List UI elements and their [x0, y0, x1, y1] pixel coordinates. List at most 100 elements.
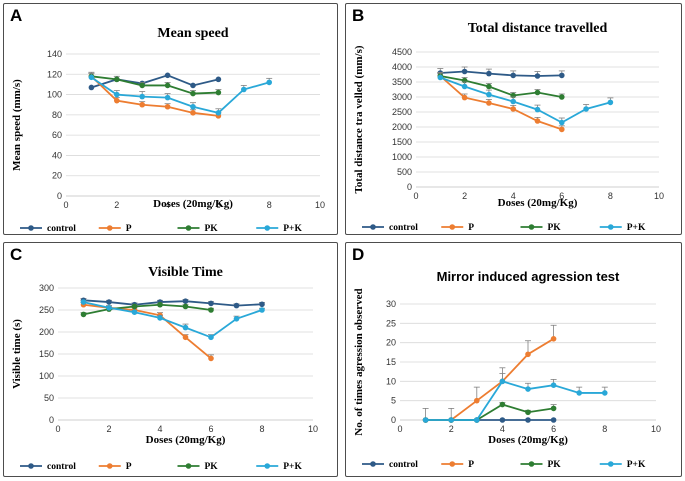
legend-item-pk: PK [520, 460, 561, 470]
data-point-pplusk [607, 99, 614, 106]
series-line-p [90, 75, 219, 117]
legend-swatch-marker [185, 463, 192, 469]
data-point-pk [550, 405, 557, 412]
data-point-control [486, 70, 492, 77]
y-tick-label: 25 [386, 318, 396, 328]
legend-item-pplusk: P+K [256, 224, 302, 234]
data-point-pk [139, 82, 145, 89]
x-tick-label: 2 [106, 424, 111, 434]
y-tick-label: 40 [52, 150, 62, 160]
data-point-p [139, 101, 145, 108]
x-tick-label: 0 [55, 424, 60, 434]
legend-item-pk: PK [177, 224, 219, 234]
data-point-pplusk [215, 110, 222, 116]
y-axis-label: No. of times agression observed [353, 288, 365, 435]
legend-label: control [47, 462, 76, 472]
data-point-pk [559, 94, 565, 100]
x-tick-label: 4 [511, 191, 516, 201]
legend-item-pk: PK [520, 223, 561, 233]
data-point-control [550, 417, 557, 423]
data-point-pk [182, 303, 189, 310]
data-point-pplusk [131, 309, 138, 315]
legend-label: control [389, 223, 418, 233]
y-tick-label: 1000 [392, 152, 412, 162]
data-point-control [534, 73, 541, 79]
x-axis-label: Doses (20mg/Kg) [488, 434, 568, 446]
data-point-pplusk [259, 307, 265, 313]
data-point-control [215, 76, 222, 83]
series-line-control [91, 74, 219, 89]
series-line-pplusk [90, 76, 270, 114]
legend-label: PK [205, 224, 219, 234]
chart-visible-time: Visible Time 0 50 100 150 200 250 300 0 2 4 6 8 10 Dos… [11, 265, 318, 472]
series-line-control [440, 70, 562, 77]
chart-title: Visible Time [148, 265, 223, 280]
legend-swatch-marker [370, 461, 376, 467]
chart-title: Total distance travelled [468, 21, 608, 36]
y-tick-label: 20 [386, 338, 396, 348]
data-point-control [259, 301, 265, 308]
data-point-pplusk [486, 91, 492, 98]
data-point-pplusk [550, 382, 557, 388]
series-control [80, 297, 265, 309]
legend-item-pplusk: P+K [599, 460, 646, 470]
y-tick-label: 150 [39, 349, 54, 359]
x-tick-label: 8 [608, 191, 613, 201]
x-tick-label: 8 [259, 424, 264, 434]
chart-mirror-aggression: Mirror induced agression test05101520253… [353, 269, 661, 470]
data-point-pk [534, 89, 541, 96]
y-tick-label: 2000 [392, 122, 412, 132]
data-point-pplusk [576, 390, 582, 396]
chart-total-distance: Total distance travelled 0 500 1000 1500 2000… [353, 21, 664, 233]
data-point-p [164, 103, 171, 110]
data-point-pplusk [190, 103, 196, 110]
data-point-p [474, 397, 480, 404]
data-point-control [88, 84, 95, 91]
data-point-p [208, 355, 214, 362]
x-tick-label: 8 [267, 200, 272, 210]
legend-swatch-marker [28, 225, 34, 231]
data-point-pplusk [525, 386, 531, 392]
data-point-control [525, 417, 531, 423]
legend-swatch-marker [449, 461, 456, 467]
legend-swatch-marker [28, 463, 34, 469]
data-point-pplusk [266, 79, 273, 86]
data-point-control [208, 300, 214, 307]
data-point-pk [114, 76, 120, 83]
legend-item-p: P [98, 462, 132, 472]
y-tick-label: 0 [57, 191, 62, 201]
series-pk [437, 72, 565, 100]
x-tick-label: 6 [208, 424, 213, 434]
data-point-pk [80, 311, 87, 318]
data-point-control [461, 68, 468, 75]
y-tick-label: 3000 [392, 92, 412, 102]
data-point-pplusk [422, 417, 429, 423]
data-point-pplusk [448, 417, 454, 423]
y-tick-label: 500 [397, 167, 412, 177]
data-point-pplusk [106, 305, 112, 311]
data-point-control [164, 72, 171, 79]
data-point-control [499, 417, 506, 423]
data-point-pk [525, 409, 531, 416]
data-point-pk [215, 89, 222, 96]
data-point-pk [157, 301, 163, 308]
y-tick-label: 10 [386, 376, 396, 386]
data-point-pplusk [139, 93, 145, 100]
series-line-pk [91, 75, 219, 95]
data-point-p [525, 351, 531, 358]
legend-swatch-marker [106, 463, 113, 469]
legend-item-pk: PK [177, 462, 218, 472]
series-pplusk [437, 72, 614, 126]
x-tick-label: 2 [449, 424, 454, 434]
data-point-p [510, 106, 516, 112]
x-tick-label: 4 [165, 200, 170, 210]
y-tick-label: 4500 [392, 47, 412, 57]
legend-item-control: control [362, 223, 418, 233]
y-tick-label: 0 [49, 415, 54, 425]
legend-swatch-marker [607, 224, 614, 230]
data-point-pplusk [157, 315, 163, 321]
data-point-control [190, 82, 196, 89]
legend-swatch-marker [370, 224, 376, 230]
y-tick-label: 0 [391, 415, 396, 425]
series-pplusk [80, 299, 265, 341]
